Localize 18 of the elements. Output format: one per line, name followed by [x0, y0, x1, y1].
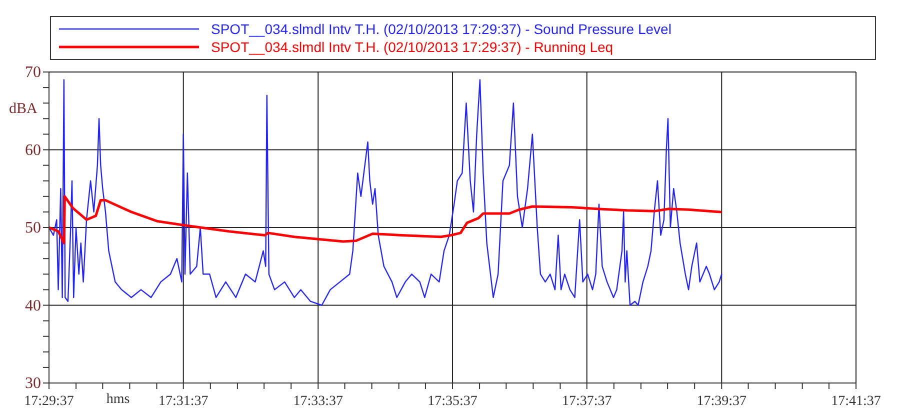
- line-series: [49, 195, 722, 244]
- y-axis-title: dBA: [9, 101, 38, 117]
- x-axis-title: hms: [106, 392, 130, 407]
- x-tick-label: 17:29:37: [24, 394, 74, 409]
- text: SPOT__034.slmdl Intv T.H. (02/10/2013 17:29:37) - Sound Pressure Level: [211, 21, 672, 37]
- y-tick-label: 50: [25, 220, 41, 236]
- x-tick-label: 17:33:37: [293, 394, 344, 409]
- y-tick-label: 30: [25, 375, 41, 392]
- y-tick-label: 70: [25, 64, 41, 81]
- x-tick-label: 17:37:37: [562, 394, 612, 409]
- x-tick-label: 17:39:37: [696, 394, 747, 409]
- x-tick-label: 17:35:37: [428, 394, 478, 409]
- x-tick-label: 17:41:37: [831, 394, 881, 409]
- text: SPOT__034.slmdl Intv T.H. (02/10/2013 17:29:37) - Running Leq: [211, 39, 614, 55]
- y-tick-label: 60: [25, 142, 41, 159]
- x-tick-label: 17:31:37: [158, 394, 208, 409]
- line-series: [49, 79, 722, 306]
- y-tick-label: 40: [25, 297, 41, 314]
